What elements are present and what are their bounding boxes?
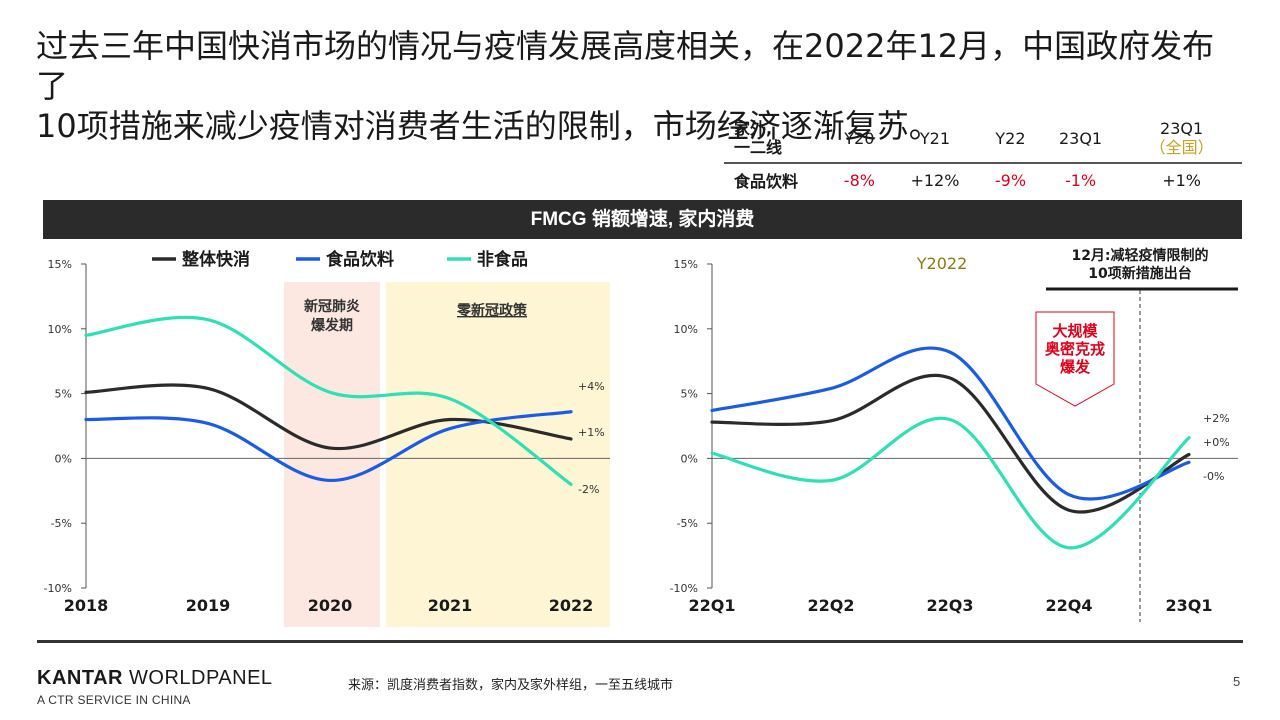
end-value-label: +2% [1203,412,1230,425]
summary-value-23q1-national: +1% [1162,170,1201,190]
legend-label-2: 非食品 [477,249,528,270]
y-tick-label: 5% [55,388,72,401]
summary-row-label: 食品饮料 [734,172,799,191]
summary-row-header-text: 家外, 一二线 [734,119,783,157]
policy-annotation: 12月:减轻疫情限制的 10项新措施出台 [1071,247,1208,282]
y-tick-label: 0% [55,452,72,465]
y-tick-label: 10% [48,323,72,336]
band-covid-outbreak [284,282,380,627]
summary-col-23q1-national: 23Q1 （全国） [1121,114,1242,164]
summary-row-header: 家外, 一二线 [724,114,830,164]
summary-value-y20: -8% [843,170,875,190]
summary-data-row: 食品饮料 -8% +12% -9% -1% +1% [724,163,1242,196]
brand-rest: WORLDPANEL [122,667,273,689]
series-line-2 [84,315,573,486]
legend-label-0: 整体快消 [182,249,250,270]
y-tick-label: 5% [681,388,698,401]
y-tick-label: 15% [48,258,72,271]
summary-col-y22: Y22 [981,114,1040,164]
end-value-label: -2% [578,483,599,496]
y-tick-label: 0% [681,452,698,465]
brand-bold: KANTAR [37,667,123,689]
end-value-label: +0% [1203,436,1230,449]
y-tick-label: -10% [670,582,698,595]
summary-col-23q1: 23Q1 [1039,114,1122,164]
band-zero-covid-label: 零新冠政策 [456,302,528,319]
y-tick-label: 10% [674,323,698,336]
band-zero-covid [386,282,610,627]
page-number: 5 [1233,674,1241,689]
omicron-callout-text-line: 大规模 [1052,322,1098,340]
y-tick-label: -5% [677,517,698,530]
band-covid-outbreak-label-line: 爆发期 [311,317,353,334]
x-tick-label: 2022 [549,596,594,615]
summary-table: 家外, 一二线 Y20 Y21 Y22 23Q1 23Q1 （全国） 食品饮料 … [724,114,1242,196]
y-tick-label: -10% [44,582,72,595]
y-tick-label: -5% [51,517,72,530]
omicron-callout-box [1035,311,1115,407]
x-tick-label: 22Q2 [808,596,855,615]
summary-col-y21: Y21 [888,114,982,164]
summary-value-y21: +12% [910,170,960,190]
y-tick-label: 15% [674,258,698,271]
omicron-callout-text: 大规模奥密克戎爆发 [1045,322,1105,376]
end-value-label: -0% [1203,470,1224,483]
x-tick-label: 23Q1 [1166,596,1213,615]
end-value-label: +4% [578,380,605,393]
summary-header-row: 家外, 一二线 Y20 Y21 Y22 23Q1 23Q1 （全国） [724,114,1242,164]
x-tick-label: 22Q4 [1046,596,1093,615]
legend-label-1: 食品饮料 [326,249,394,270]
band-covid-outbreak-label: 新冠肺炎爆发期 [304,298,360,334]
x-tick-label: 22Q3 [927,596,974,615]
series-line-0 [710,373,1191,514]
series-line-1 [710,346,1191,501]
policy-annotation-line: 10项新措施出台 [1088,265,1191,282]
policy-annotation-line: 12月:减轻疫情限制的 [1071,247,1208,264]
kantar-logo: KANTAR WORLDPANEL [37,667,273,690]
x-tick-label: 2018 [64,596,109,615]
end-value-label: +1% [578,426,605,439]
source-note: 来源：凯度消费者指数，家内及家外样组，一至五线城市 [348,678,674,693]
x-tick-label: 2019 [186,596,231,615]
x-tick-label: 2021 [428,596,473,615]
x-tick-label: 2020 [308,596,353,615]
summary-col-23q1-label: 23Q1 [1160,119,1204,138]
omicron-callout-text-line: 奥密克戎 [1045,340,1105,358]
footer-divider [37,640,1243,643]
summary-col-national-note: （全国） [1149,138,1214,157]
brand-subtitle: A CTR SERVICE IN CHINA [37,693,191,707]
year-label-2022: Y2022 [916,254,968,273]
summary-value-y22: -9% [994,170,1027,190]
omicron-callout-text-line: 爆发 [1060,358,1091,376]
summary-value-23q1: -1% [1064,170,1097,190]
series-line-2 [710,416,1191,550]
title-line-1: 过去三年中国快消市场的情况与疫情发展高度相关，在2022年12月，中国政府发布了 [36,27,1215,105]
band-covid-outbreak-label-line: 新冠肺炎 [304,298,360,315]
chart-banner: FMCG 销额增速, 家内消费 [43,200,1242,239]
x-tick-label: 22Q1 [689,596,736,615]
summary-col-y20: Y20 [830,114,889,164]
